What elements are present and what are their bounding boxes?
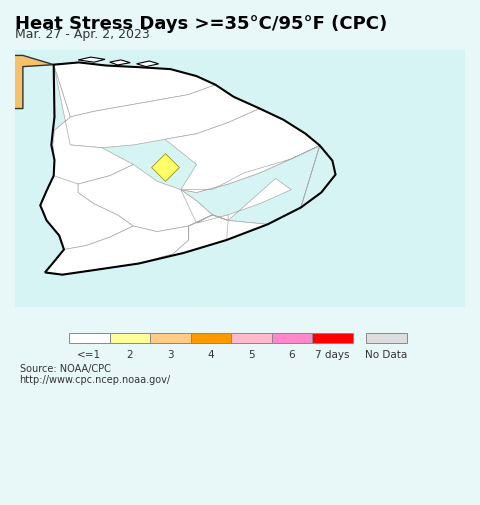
- FancyBboxPatch shape: [272, 333, 312, 343]
- Polygon shape: [40, 176, 133, 249]
- Text: Mar. 27 - Apr. 2, 2023: Mar. 27 - Apr. 2, 2023: [15, 28, 150, 41]
- Polygon shape: [110, 60, 130, 65]
- Polygon shape: [165, 109, 320, 223]
- Polygon shape: [78, 57, 105, 62]
- Point: [161, 163, 169, 171]
- Polygon shape: [137, 61, 159, 67]
- Text: 7 days: 7 days: [315, 349, 349, 360]
- Polygon shape: [54, 63, 216, 117]
- Text: 6: 6: [288, 349, 295, 360]
- Polygon shape: [181, 145, 320, 240]
- FancyBboxPatch shape: [109, 333, 150, 343]
- Text: 3: 3: [167, 349, 174, 360]
- Polygon shape: [45, 226, 189, 275]
- Polygon shape: [0, 56, 54, 109]
- Text: No Data: No Data: [365, 349, 408, 360]
- Polygon shape: [78, 165, 212, 232]
- Text: 2: 2: [126, 349, 133, 360]
- Text: 5: 5: [248, 349, 254, 360]
- Text: 4: 4: [207, 349, 214, 360]
- Polygon shape: [47, 65, 133, 191]
- FancyBboxPatch shape: [191, 333, 231, 343]
- FancyBboxPatch shape: [69, 333, 109, 343]
- Text: Source: NOAA/CPC
http://www.cpc.ncep.noaa.gov/: Source: NOAA/CPC http://www.cpc.ncep.noa…: [20, 364, 170, 385]
- Polygon shape: [97, 215, 268, 270]
- Text: Heat Stress Days >=35°C/95°F (CPC): Heat Stress Days >=35°C/95°F (CPC): [15, 15, 387, 33]
- Text: <=1: <=1: [77, 349, 101, 360]
- FancyBboxPatch shape: [312, 333, 352, 343]
- FancyBboxPatch shape: [231, 333, 272, 343]
- FancyBboxPatch shape: [366, 333, 407, 343]
- Polygon shape: [54, 85, 260, 147]
- FancyBboxPatch shape: [150, 333, 191, 343]
